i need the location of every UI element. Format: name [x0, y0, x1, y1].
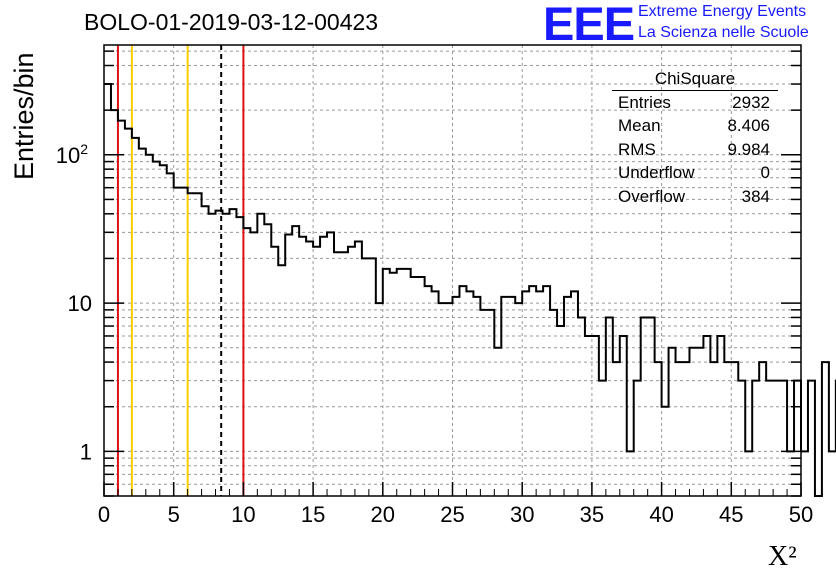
branding-line-1: Extreme Energy Events	[638, 3, 807, 20]
stats-label: Overflow	[618, 186, 686, 206]
stats-row-rms: RMS 9.984	[612, 138, 778, 161]
x-tick-label: 0	[98, 502, 110, 527]
chart-title: BOLO-01-2019-03-12-00423	[84, 9, 379, 35]
stats-label: Entries	[618, 93, 671, 112]
eee-logo: EEE	[543, 0, 635, 50]
stats-row-underflow: Underflow 0	[612, 161, 778, 184]
x-tick-label: 5	[168, 502, 180, 527]
y-tick-label: 102	[56, 141, 88, 168]
x-axis-label: X²	[768, 541, 797, 572]
stats-label: RMS	[618, 139, 656, 159]
stats-box: ChiSquare Entries 2932 Mean 8.406 RMS 9.…	[612, 68, 778, 208]
stats-value: 8.406	[727, 116, 770, 136]
stats-row-entries: Entries 2932	[612, 91, 778, 114]
reference-lines	[116, 45, 245, 496]
stats-value: 384	[741, 186, 770, 206]
x-tick-label: 25	[440, 502, 464, 527]
y-tick-label: 1	[80, 439, 92, 464]
x-tick-label: 15	[301, 502, 325, 527]
y-axis-label: Entries/bin	[9, 52, 39, 180]
y-tick-label: 10	[68, 291, 92, 316]
x-tick-label: 10	[231, 502, 255, 527]
x-tick-label: 45	[719, 502, 743, 527]
x-tick-labels: 0 5 10 15 20 25 30 35 40 45 50	[98, 502, 813, 527]
stats-box-title: ChiSquare	[612, 68, 778, 91]
stats-value: 9.984	[727, 139, 770, 159]
stats-label: Mean	[618, 116, 661, 136]
stats-value: 2932	[732, 93, 770, 112]
x-tick-label: 40	[649, 502, 673, 527]
stats-row-mean: Mean 8.406	[612, 114, 778, 137]
stats-label: Underflow	[618, 163, 695, 183]
axis-ticks	[103, 50, 802, 497]
x-tick-label: 30	[510, 502, 534, 527]
histogram-series	[104, 83, 836, 497]
x-tick-label: 20	[371, 502, 395, 527]
x-tick-label: 50	[789, 502, 813, 527]
stats-row-overflow: Overflow 384	[612, 185, 778, 208]
stats-value: 0	[760, 163, 770, 183]
y-tick-labels: 1 10 102	[56, 141, 92, 465]
x-tick-label: 35	[580, 502, 604, 527]
branding-line-2: La Scienza nelle Scuole	[638, 24, 809, 41]
grid-lines	[104, 45, 801, 497]
